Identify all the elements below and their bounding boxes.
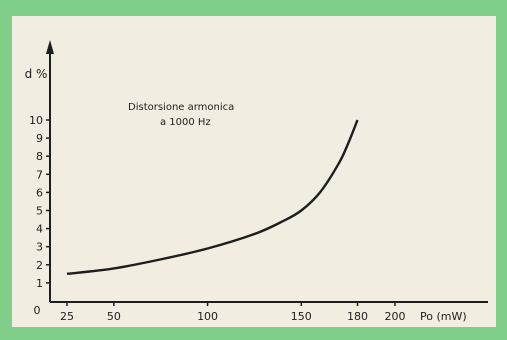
- y-axis-arrow: [46, 40, 54, 54]
- y-tick-label: 10: [29, 114, 43, 127]
- origin-label: 0: [34, 304, 41, 317]
- y-tick-label: 6: [36, 186, 43, 199]
- series-line: [66, 119, 359, 276]
- y-tick-label: 3: [36, 241, 43, 254]
- y-axis-label: d %: [25, 67, 48, 81]
- y-tick-label: 9: [36, 132, 43, 145]
- axes: [46, 40, 488, 303]
- x-tick-label: 150: [291, 310, 312, 323]
- chart-panel: [12, 16, 496, 327]
- y-tick-label: 1: [36, 277, 43, 290]
- x-tick-label: 50: [107, 310, 121, 323]
- x-tick-label: 100: [197, 310, 218, 323]
- y-tick-label: 5: [36, 205, 43, 218]
- y-tick-label: 2: [36, 259, 43, 272]
- y-tick-label: 7: [36, 168, 43, 181]
- chart-title-line-1: Distorsione armonica: [128, 102, 234, 113]
- x-tick-label: 200: [385, 310, 406, 323]
- x-axis-label: Po (mW): [420, 310, 467, 323]
- y-tick-label: 4: [36, 223, 43, 236]
- y-tick-label: 8: [36, 150, 43, 163]
- chart-title-line-2: a 1000 Hz: [160, 117, 211, 128]
- x-tick-label: 180: [347, 310, 368, 323]
- x-tick-label: 25: [60, 310, 74, 323]
- y-ticks: 1 2 3 4 5 6 7 8 9 10: [29, 114, 50, 290]
- x-ticks: 25 50 100 150 180 200: [60, 302, 406, 323]
